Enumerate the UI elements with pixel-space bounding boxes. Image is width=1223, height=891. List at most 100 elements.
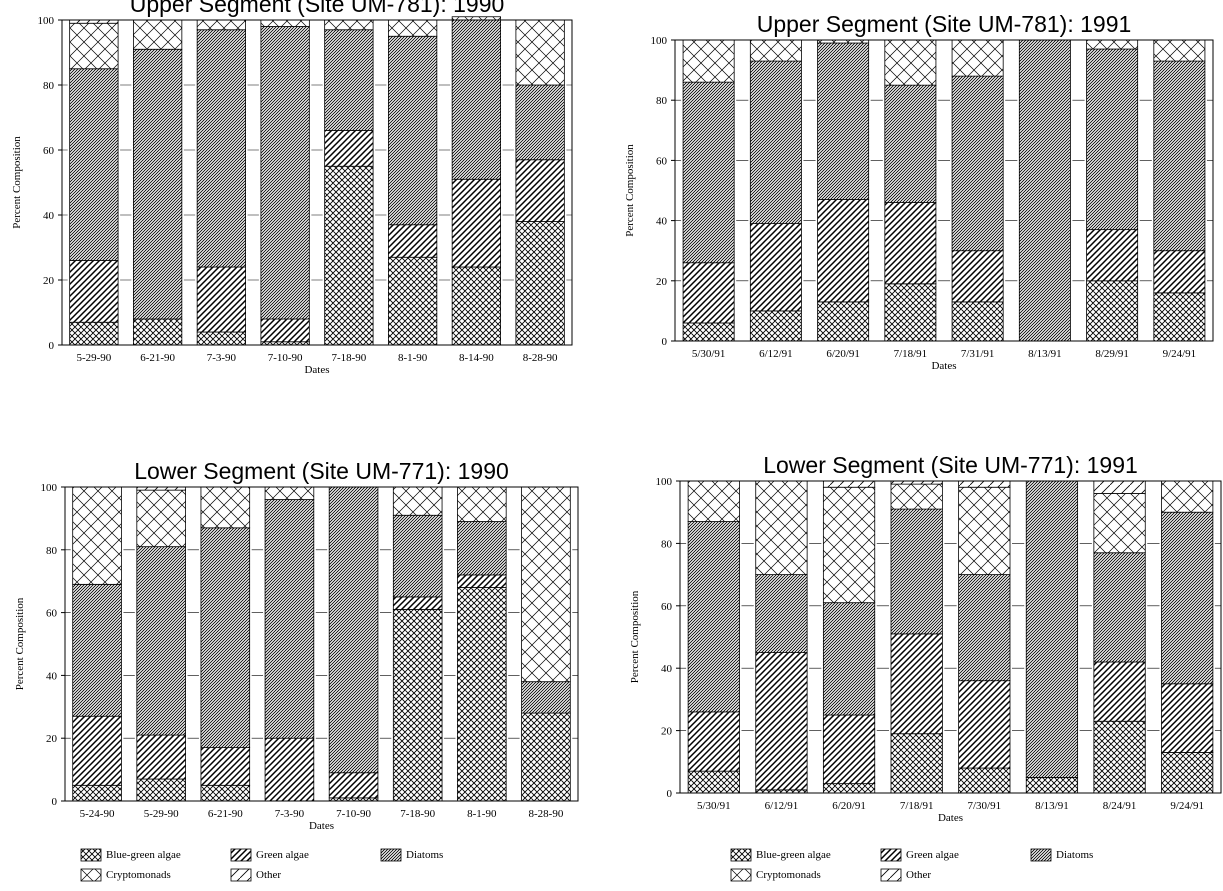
y-tick-label: 80 — [656, 95, 668, 107]
x-tick-label: 5/30/91 — [692, 348, 726, 360]
bar-segment-blue_green — [890, 733, 943, 794]
legend-item-green: Green algae — [230, 848, 309, 862]
legend-swatch-diatoms — [1030, 848, 1052, 862]
bar-segment-blue_green — [1153, 292, 1206, 342]
bar-segment-green — [884, 202, 937, 285]
bar-segment-crypto — [1093, 493, 1146, 554]
bar-segment-diatoms — [457, 521, 507, 576]
x-axis-label: Dates — [304, 364, 329, 376]
y-tick-label: 20 — [43, 275, 55, 287]
legend-item-crypto: Cryptomonads — [730, 868, 821, 882]
bar-segment-blue_green — [1086, 280, 1139, 342]
legend-item-crypto: Cryptomonads — [80, 868, 171, 882]
chart-title: Lower Segment (Site UM-771): 1990 — [134, 458, 509, 484]
bar-segment-crypto — [264, 486, 315, 500]
chart-title: Lower Segment (Site UM-771): 1991 — [763, 452, 1138, 478]
legend-item-green: Green algae — [880, 848, 959, 862]
bar-segment-green — [515, 159, 565, 222]
y-tick-label: 0 — [667, 788, 673, 800]
x-axis-label: Dates — [931, 360, 956, 372]
x-tick-label: 5/30/91 — [697, 800, 731, 812]
bar-segment-blue_green — [521, 712, 571, 802]
plot-frame-outline — [679, 480, 1222, 794]
bar-segment-green — [755, 652, 808, 791]
x-tick-label: 5-29-90 — [76, 352, 111, 364]
legend-item-other: Other — [880, 868, 931, 882]
legend-label: Other — [906, 869, 932, 881]
bar-segment-diatoms — [890, 508, 943, 635]
y-tick-label: 100 — [41, 482, 58, 494]
bar-segment-green — [264, 737, 315, 802]
legend-swatch-green — [230, 848, 252, 862]
bar-segment-green — [1161, 683, 1214, 753]
y-tick-label: 0 — [49, 340, 55, 352]
bar-segment-diatoms — [1018, 39, 1071, 342]
bar-segment-green — [69, 260, 119, 323]
legend-label: Green algae — [906, 849, 959, 861]
bar-segment-crypto — [200, 486, 251, 529]
bar-segment-diatoms — [1153, 60, 1206, 252]
y-tick-label: 0 — [52, 796, 58, 808]
x-tick-label: 6/12/91 — [765, 800, 799, 812]
chart-lower-1990: Lower Segment (Site UM-771): 1990 0 20 40 60… — [0, 435, 600, 832]
x-tick-label: 7-10-90 — [336, 808, 371, 820]
bar-segment-green — [260, 318, 310, 343]
chart-upper-1991-svg: Upper Segment (Site UM-781): 1991 0 20 40 60… — [624, 11, 1214, 372]
legend-swatch-diatoms — [380, 848, 402, 862]
chart-upper-1990: Upper Segment (Site UM-781): 1990 0 20 40 60… — [0, 0, 600, 410]
bar-segment-crypto — [1153, 39, 1206, 62]
chart-title: Upper Segment (Site UM-781): 1990 — [130, 0, 505, 17]
bar-segment-crypto — [136, 489, 186, 548]
bar-segment-diatoms — [260, 26, 310, 320]
y-tick-label: 80 — [46, 545, 58, 557]
x-axis-label: Dates — [938, 812, 963, 824]
bar-segment-green — [387, 224, 438, 258]
chart-lower-1991-svg: Lower Segment (Site UM-771): 1991 0 20 40 60… — [629, 452, 1222, 824]
legend-item-blue_green: Blue-green algae — [730, 848, 831, 862]
bar-segment-blue_green — [457, 587, 507, 802]
legend-item-diatoms: Diatoms — [1030, 848, 1093, 862]
x-tick-label: 5-29-90 — [144, 808, 179, 820]
x-tick-label: 8-1-90 — [398, 352, 428, 364]
bar-segment-diatoms — [521, 681, 571, 714]
bar-segment-diatoms — [136, 546, 186, 736]
bar-segment-blue_green — [951, 301, 1004, 342]
y-tick-label: 0 — [662, 336, 668, 348]
x-tick-label: 9/24/91 — [1170, 800, 1204, 812]
x-tick-label: 5-24-90 — [80, 808, 115, 820]
bar-segment-blue_green — [1161, 752, 1214, 794]
y-tick-label: 60 — [46, 608, 58, 620]
y-axis-label: Percent Composition — [11, 136, 23, 229]
bar-segment-blue_green — [72, 784, 122, 802]
bar-segment-crypto — [132, 19, 183, 50]
bar-segment-diatoms — [884, 84, 937, 203]
bar-segment-diatoms — [451, 19, 501, 180]
legend-label: Cryptomonads — [106, 869, 171, 881]
bar-segment-diatoms — [951, 75, 1004, 252]
legend-swatch-other — [230, 868, 252, 882]
y-tick-label: 40 — [656, 216, 668, 228]
y-tick-label: 100 — [651, 35, 668, 47]
bar-segment-crypto — [1161, 480, 1214, 513]
bar-segment-diatoms — [687, 521, 740, 713]
bar-segment-crypto — [387, 19, 438, 37]
legend-label: Diatoms — [406, 849, 444, 861]
x-tick-label: 6/20/91 — [832, 800, 866, 812]
legend-swatch-blue_green — [730, 848, 752, 862]
bar-segment-diatoms — [328, 486, 379, 774]
bar-segment-crypto — [324, 19, 374, 31]
x-tick-label: 8-28-90 — [523, 352, 558, 364]
bar-segment-crypto — [951, 39, 1004, 77]
bar-segment-blue_green — [822, 783, 876, 794]
bar-segment-green — [682, 262, 735, 324]
bar-segment-green — [1093, 661, 1146, 722]
bar-segment-blue_green — [515, 221, 565, 346]
bar-segment-blue_green — [324, 165, 374, 346]
x-tick-label: 7/18/91 — [894, 348, 928, 360]
bar-segment-diatoms — [749, 60, 802, 225]
bar-segment-blue_green — [387, 256, 438, 346]
bar-segment-diatoms — [817, 42, 870, 200]
y-tick-label: 40 — [43, 210, 55, 222]
bar-segment-green — [457, 574, 507, 588]
legend-label: Other — [256, 869, 282, 881]
